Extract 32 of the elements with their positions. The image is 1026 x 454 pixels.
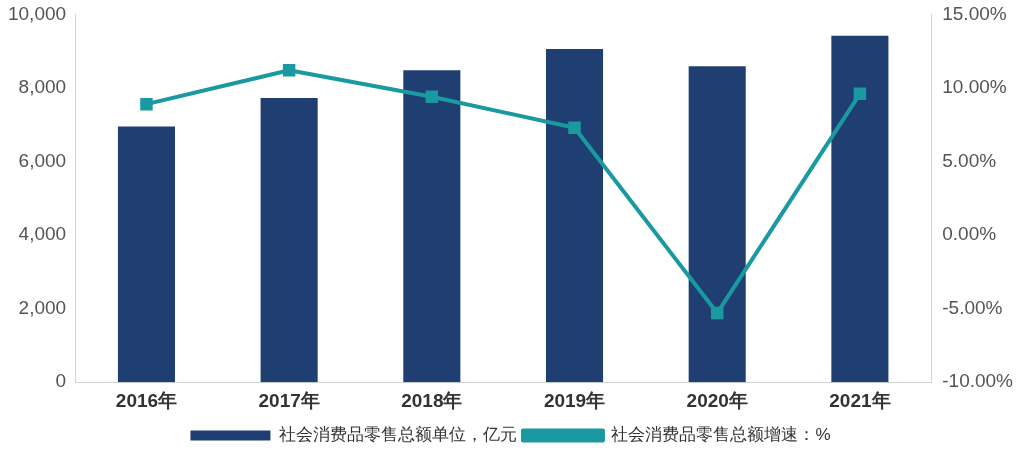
y2-tick-label: 0.00% (942, 223, 997, 245)
y2-tick-label: -5.00% (942, 296, 1003, 318)
y2-tick-label: 10.00% (942, 76, 1007, 98)
bar (831, 35, 889, 383)
y-tick-label: 4,000 (18, 223, 67, 245)
point (568, 121, 581, 134)
bar (260, 97, 318, 383)
y-tick-label: 8,000 (18, 76, 67, 98)
x-tick-label: 2017年 (258, 389, 320, 411)
point (853, 87, 867, 101)
y-tick-label: 0 (55, 370, 67, 392)
x-tick-label: 2016年 (115, 389, 178, 411)
x-tick-label: 2020年 (686, 389, 748, 411)
point (425, 90, 439, 104)
x-tick-label: 2018年 (401, 389, 463, 411)
y-tick-label: 10,000 (7, 2, 67, 24)
y2-tick-label: 15.00% (942, 2, 1007, 24)
bar (403, 70, 461, 383)
y-tick-label: 2,000 (18, 296, 67, 318)
legend-label: 社会消费品零售总额单位，亿元 (278, 425, 517, 445)
y2-tick-label: 5.00% (942, 149, 997, 171)
point (282, 64, 296, 77)
x-tick-label: 2019年 (543, 389, 606, 411)
x-tick-label: 2021年 (829, 389, 891, 411)
y2-tick-label: -10.00% (942, 370, 1014, 392)
point (140, 97, 153, 111)
point (710, 306, 724, 320)
y-tick-label: 6,000 (18, 149, 67, 171)
bar (545, 48, 604, 383)
legend-label: 社会消费品零售总额增速：% (611, 425, 831, 445)
bar (117, 126, 175, 383)
bar (688, 66, 746, 383)
